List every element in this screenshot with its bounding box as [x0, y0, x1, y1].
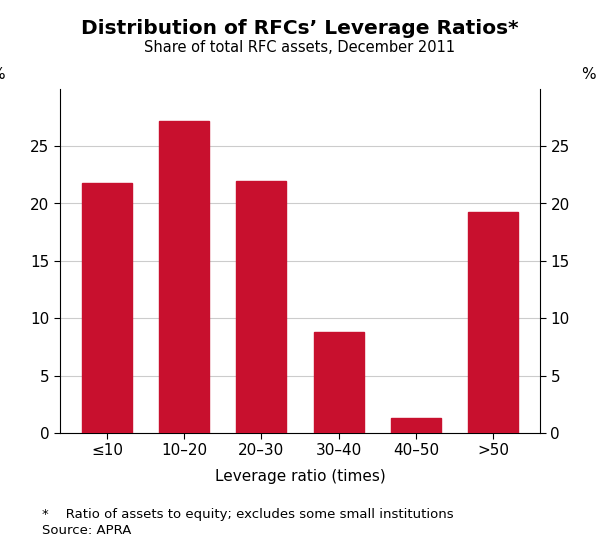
- Bar: [159, 121, 209, 433]
- X-axis label: Leverage ratio (times): Leverage ratio (times): [215, 470, 385, 485]
- Text: Share of total RFC assets, December 2011: Share of total RFC assets, December 2011: [145, 40, 455, 55]
- Text: *    Ratio of assets to equity; excludes some small institutions: * Ratio of assets to equity; excludes so…: [42, 508, 454, 521]
- Bar: [314, 332, 364, 433]
- Text: Distribution of RFCs’ Leverage Ratios*: Distribution of RFCs’ Leverage Ratios*: [81, 19, 519, 38]
- Text: Source: APRA: Source: APRA: [42, 524, 131, 537]
- Bar: [82, 183, 132, 433]
- Text: %: %: [581, 67, 595, 82]
- Bar: [391, 418, 441, 433]
- Text: %: %: [0, 67, 5, 82]
- Bar: [236, 180, 286, 433]
- Bar: [468, 211, 518, 433]
